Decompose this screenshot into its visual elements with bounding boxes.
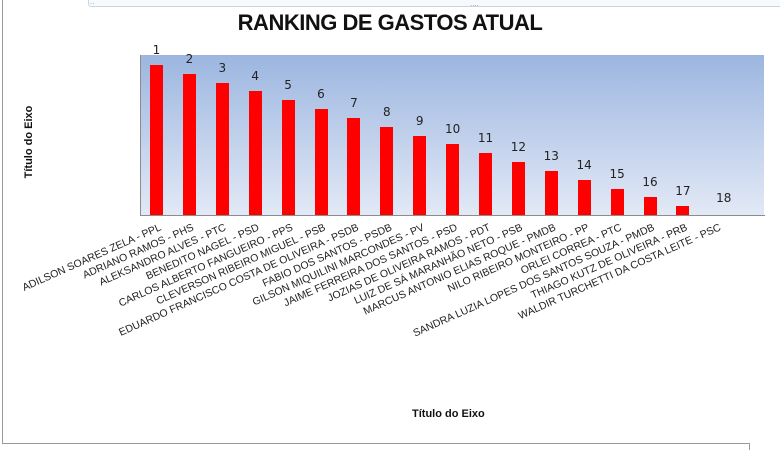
bar[interactable]: [150, 65, 163, 215]
resize-handle-top[interactable]: ....: [470, 0, 479, 8]
bar[interactable]: [314, 109, 328, 215]
data-label: 5: [284, 78, 292, 93]
data-label: 7: [350, 95, 358, 110]
data-label: 9: [415, 113, 424, 128]
data-label: 1: [152, 43, 161, 57]
chart-border-corner: [749, 443, 750, 450]
x-axis-title: Título do Eixo: [412, 408, 485, 420]
data-label: 12: [510, 140, 527, 155]
y-axis-line: [140, 55, 141, 215]
chart-title: RANKING DE GASTOS ATUAL: [237, 10, 543, 35]
chart-frame-top-edge[interactable]: [88, 0, 780, 7]
bar[interactable]: [511, 162, 525, 215]
data-label: 16: [642, 175, 658, 190]
bar[interactable]: [413, 135, 427, 215]
data-label: 11: [477, 131, 494, 146]
bar[interactable]: [182, 73, 196, 215]
bar[interactable]: [281, 100, 295, 215]
chart-border-bottom: [2, 443, 750, 444]
resize-handle-corner[interactable]: ⁚⁚: [90, 0, 95, 6]
chart-border-left: [2, 0, 3, 444]
data-label: 2: [185, 51, 194, 66]
data-label: 3: [218, 60, 227, 75]
bar[interactable]: [248, 91, 262, 215]
data-label: 15: [609, 166, 625, 181]
data-label: 17: [675, 184, 691, 199]
bar[interactable]: [577, 179, 591, 215]
bar[interactable]: [215, 82, 229, 215]
bar[interactable]: [676, 206, 690, 215]
bar[interactable]: [544, 170, 558, 215]
data-label: 14: [576, 157, 592, 172]
bar[interactable]: [347, 117, 361, 215]
bar[interactable]: [610, 188, 624, 215]
bar[interactable]: [380, 126, 394, 215]
data-label: 13: [543, 148, 559, 163]
data-label: 8: [382, 104, 391, 119]
data-label: 18: [716, 191, 732, 205]
bar[interactable]: [446, 144, 460, 215]
y-axis-title: Título do Eixo: [23, 105, 35, 179]
bar[interactable]: [643, 197, 657, 215]
data-label: 4: [251, 69, 259, 84]
bar[interactable]: [479, 153, 492, 215]
data-label: 10: [444, 122, 461, 137]
x-axis-line: [140, 215, 765, 216]
data-label: 6: [317, 87, 325, 102]
